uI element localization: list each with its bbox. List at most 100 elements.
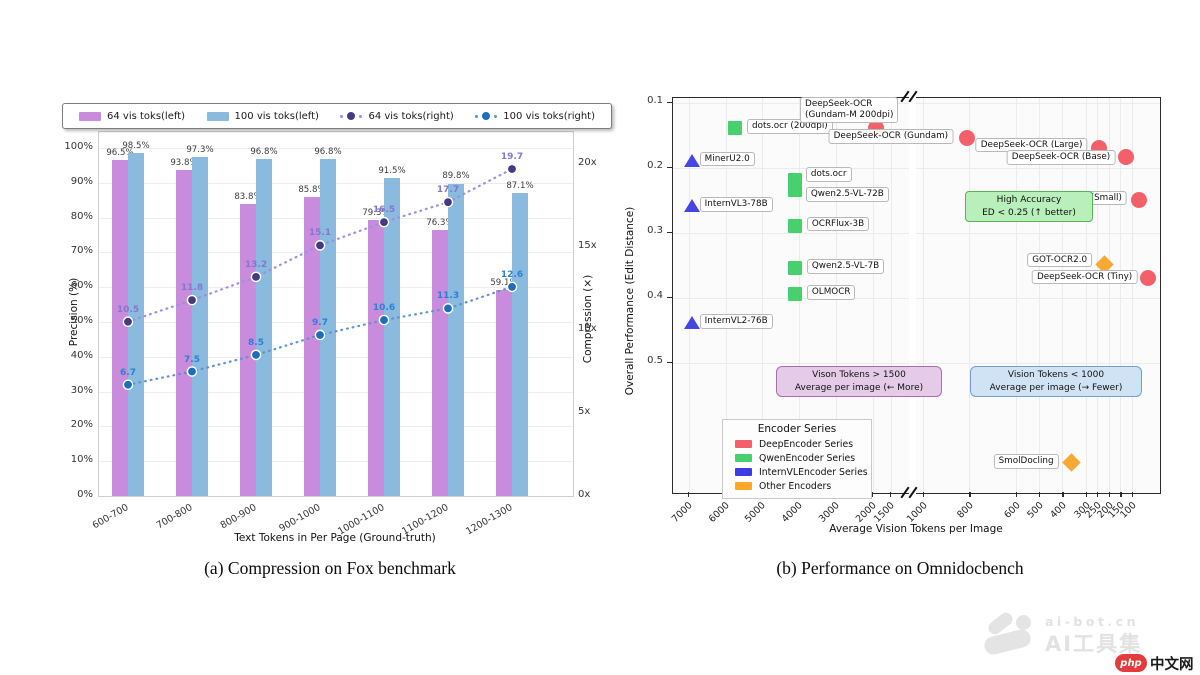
bar-100 vis toks(left) [512,192,528,496]
x-tick-mark [688,492,690,497]
compression-value-label: 12.6 [500,269,524,280]
compression-value-label: 19.7 [500,151,524,162]
y-tick: 0.5 [647,355,663,366]
scatter-point [1118,149,1135,166]
grid-line [1062,98,1064,493]
y-tick-mark [667,297,672,299]
point-label: MinerU2.0 [699,151,755,167]
watermark-site-text: ai-bot.cn [1045,614,1139,629]
watermark-brand-text: AI工具集 [1045,632,1143,656]
y-tick: 0.4 [647,290,663,301]
x-tick-mark [923,492,925,497]
bar-64 vis toks(left) [368,220,384,496]
grid-line [1108,98,1110,493]
grid-line [673,168,909,169]
bar-64 vis toks(left) [176,169,192,496]
scatter-point [1140,269,1157,286]
compression-value-label: 9.7 [312,317,328,328]
point-label: DeepSeek-OCR (Gundam) [828,128,954,144]
legend-entry: InternVLEncoder Series [723,465,871,479]
x-tick: 5000 [743,500,769,525]
x-tick-mark [1131,492,1134,497]
legend-item: 64 vis toks(right) [340,111,454,122]
compression-value-label: 11.3 [436,291,460,302]
fox-x-axis-label: Text Tokens in Per Page (Ground-truth) [234,532,436,544]
point-label: InternVL2-76B [699,314,773,329]
annotation-line: ED < 0.25 (↑ better) [982,207,1076,218]
grid-line [1015,98,1017,493]
legend-entry-label: Other Encoders [759,480,832,492]
y-tick-left: 30% [70,384,93,396]
y-tick-right: 5x [578,406,591,417]
bird-logo-icon [1016,615,1031,630]
point-label: DeepSeek-OCR (Gundam-M 200dpi) [800,97,899,123]
annotation-line: Vison Tokens > 1500 [812,370,906,380]
compression-value-label: 16.5 [372,205,396,216]
chart-element [359,114,363,118]
legend-swatch [735,482,752,490]
chart-element [346,111,357,121]
grid-line [99,426,573,428]
y-tick-mark [667,232,672,234]
watermark-php: php 中文网 [1115,653,1194,673]
bar-value-label: 97.3% [186,145,214,156]
bar-64 vis toks(left) [112,160,128,496]
compression-value-label: 10.5 [116,304,140,315]
bar-value-label: 93.8% [170,157,198,168]
legend-entry-label: DeepEncoder Series [759,438,854,450]
grid-line [1085,98,1087,493]
legend-bar-swatch [206,111,229,121]
grid-line [673,103,909,104]
legend-item: 100 vis toks(right) [475,111,595,122]
point-label: SmolDocling [993,453,1059,469]
x-tick-mark [1062,492,1064,497]
annotation-line: High Accuracy [996,195,1062,205]
bar-value-label: 59.1% [490,278,518,289]
x-tick-mark [1097,492,1099,497]
legend-swatch [735,440,752,448]
scatter-point [683,316,700,329]
scatter-point [959,129,976,146]
x-tick-mark [890,492,892,497]
grid-line [99,322,573,323]
x-tick-mark [1015,492,1018,497]
chart-element [494,114,498,118]
grid-line [891,98,892,493]
y-tick-left: 10% [70,454,93,466]
compression-value-label: 17.7 [436,185,460,196]
fox-chart-legend: 64 vis toks(left) 100 vis toks(left) 64 vi… [62,103,612,129]
grid-line [916,363,1160,364]
scatter-point [787,182,802,197]
x-tick-mark [1039,492,1041,497]
y-tick-right: 0x [578,489,591,500]
x-tick-mark [1085,492,1087,497]
y-tick-left: 60% [70,280,93,292]
point-label: InternVL3-78B [699,197,773,212]
omnidocbench-chart: High Accuracy ED < 0.25 (↑ better) Vison… [615,90,1190,560]
legend-entry: QwenEncoder Series [723,451,871,465]
grid-line [872,98,874,493]
grid-line [916,233,1160,234]
grid-line [969,98,971,493]
caption-b: (b) Performance on Omnidocbench [776,558,1024,578]
point-label: DeepSeek-OCR (Base) [1006,150,1116,166]
x-tick: 6000 [706,500,732,525]
bar-100 vis toks(left) [448,183,464,496]
watermark-aibot: ai-bot.cn AI工具集 [982,610,1163,662]
compression-lines [122,163,518,391]
grid-line [1131,98,1133,493]
bar-100 vis toks(left) [128,153,144,496]
php-site-text: 中文网 [1150,656,1194,673]
x-tick-mark [969,492,971,497]
compression-value-label: 15.1 [308,228,332,239]
compression-value-label: 7.5 [184,354,200,365]
bar-value-label: 87.1% [506,180,534,191]
grid-line [916,168,1160,169]
x-tick-mark [871,492,873,497]
grid-line [99,287,573,289]
grid-line [99,217,573,219]
x-tick-mark [1120,492,1122,497]
annotation-line: Vision Tokens < 1000 [1007,370,1105,380]
legend-item-label: 100 vis toks(right) [503,110,595,122]
legend-line-marker [475,111,498,121]
